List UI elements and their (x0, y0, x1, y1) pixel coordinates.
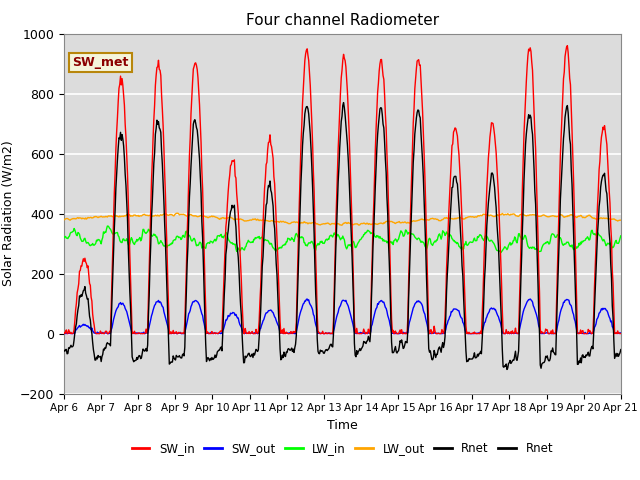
Text: SW_met: SW_met (72, 56, 129, 69)
Legend: SW_in, SW_out, LW_in, LW_out, Rnet, Rnet: SW_in, SW_out, LW_in, LW_out, Rnet, Rnet (127, 437, 558, 460)
X-axis label: Time: Time (327, 419, 358, 432)
Y-axis label: Solar Radiation (W/m2): Solar Radiation (W/m2) (1, 141, 14, 287)
Title: Four channel Radiometer: Four channel Radiometer (246, 13, 439, 28)
